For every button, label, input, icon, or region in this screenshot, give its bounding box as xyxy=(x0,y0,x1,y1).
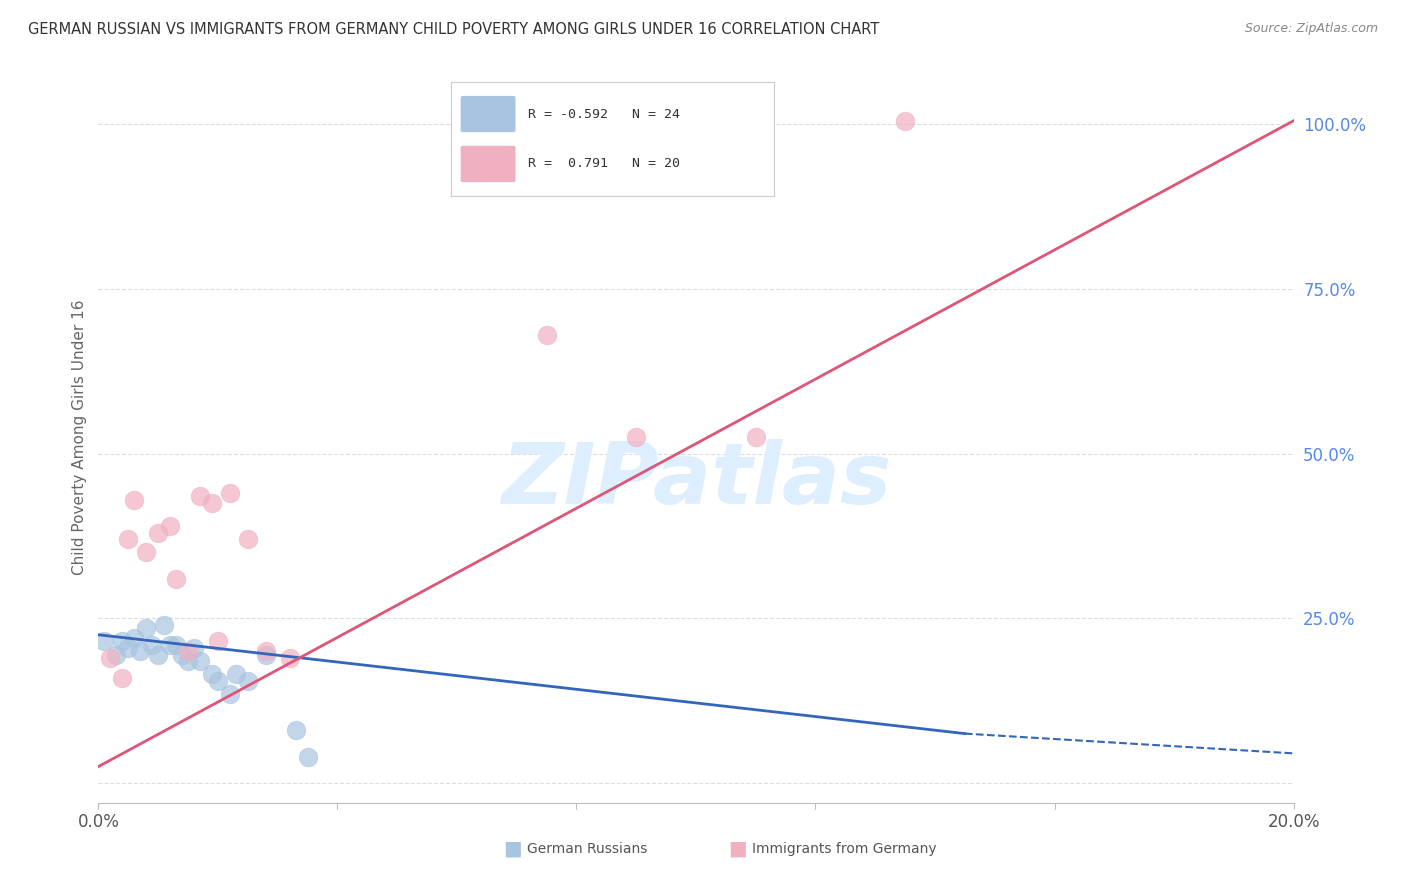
Point xyxy=(201,496,224,510)
Point xyxy=(93,634,115,648)
Y-axis label: Child Poverty Among Girls Under 16: Child Poverty Among Girls Under 16 xyxy=(72,300,87,574)
Point xyxy=(98,650,122,665)
Point xyxy=(278,650,301,665)
Point xyxy=(172,648,194,662)
Point xyxy=(188,654,211,668)
Point xyxy=(124,492,146,507)
Point xyxy=(207,634,229,648)
Point xyxy=(135,545,157,559)
Point xyxy=(207,673,229,688)
Point xyxy=(297,749,319,764)
Point xyxy=(219,486,242,500)
Point xyxy=(177,654,200,668)
Point xyxy=(236,673,259,688)
Point xyxy=(219,687,242,701)
Point xyxy=(141,638,163,652)
Point xyxy=(159,519,181,533)
Text: GERMAN RUSSIAN VS IMMIGRANTS FROM GERMANY CHILD POVERTY AMONG GIRLS UNDER 16 COR: GERMAN RUSSIAN VS IMMIGRANTS FROM GERMAN… xyxy=(28,22,879,37)
Point xyxy=(188,489,211,503)
Point xyxy=(894,113,917,128)
Text: ▪: ▪ xyxy=(727,835,748,863)
Point xyxy=(105,648,128,662)
Point xyxy=(153,618,176,632)
Text: German Russians: German Russians xyxy=(527,842,648,856)
Point xyxy=(165,638,187,652)
Point xyxy=(135,621,157,635)
Point xyxy=(201,667,224,681)
Point xyxy=(626,430,648,444)
Point xyxy=(254,648,277,662)
Point xyxy=(124,631,146,645)
Point xyxy=(225,667,247,681)
Point xyxy=(148,648,170,662)
Point xyxy=(254,644,277,658)
Point xyxy=(117,533,139,547)
Text: Source: ZipAtlas.com: Source: ZipAtlas.com xyxy=(1244,22,1378,36)
Point xyxy=(111,671,134,685)
Text: ZIPatlas: ZIPatlas xyxy=(501,440,891,523)
Point xyxy=(111,634,134,648)
Text: Immigrants from Germany: Immigrants from Germany xyxy=(752,842,936,856)
Point xyxy=(159,638,181,652)
Text: ▪: ▪ xyxy=(502,835,523,863)
Point xyxy=(165,572,187,586)
Point xyxy=(284,723,307,738)
Point xyxy=(536,327,558,342)
Point xyxy=(183,640,205,655)
Point xyxy=(148,525,170,540)
Point xyxy=(177,644,200,658)
Point xyxy=(745,430,768,444)
Point xyxy=(117,640,139,655)
Point xyxy=(129,644,152,658)
Point xyxy=(236,533,259,547)
